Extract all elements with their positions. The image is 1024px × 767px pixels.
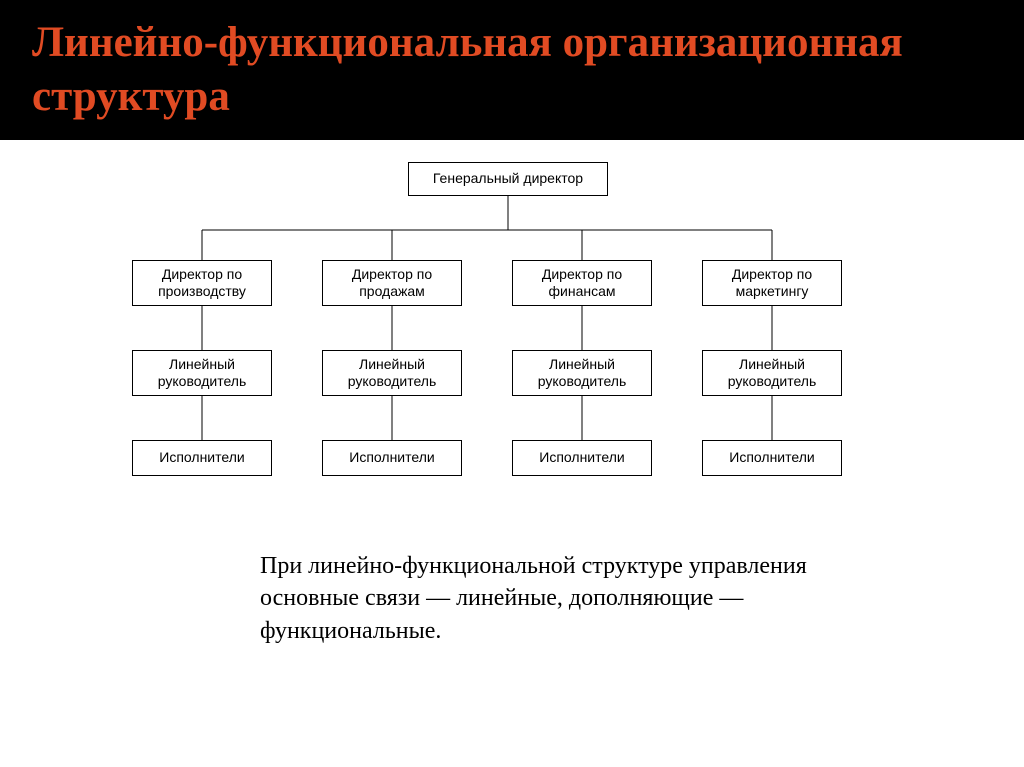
node-e1: Исполнители bbox=[132, 440, 272, 476]
node-d1: Директор по производству bbox=[132, 260, 272, 306]
node-m1: Линейный руководитель bbox=[132, 350, 272, 396]
node-e3: Исполнители bbox=[512, 440, 652, 476]
slide-title: Линейно-функциональная организационная с… bbox=[32, 16, 992, 124]
node-d2: Директор по продажам bbox=[322, 260, 462, 306]
node-m3: Линейный руководитель bbox=[512, 350, 652, 396]
title-bar: Линейно-функциональная организационная с… bbox=[0, 0, 1024, 140]
caption-area: При линейно-функциональной структуре упр… bbox=[0, 510, 1024, 647]
caption-text: При линейно-функциональной структуре упр… bbox=[260, 550, 860, 647]
node-e4: Исполнители bbox=[702, 440, 842, 476]
node-m2: Линейный руководитель bbox=[322, 350, 462, 396]
node-d3: Директор по финансам bbox=[512, 260, 652, 306]
node-e2: Исполнители bbox=[322, 440, 462, 476]
org-chart: Генеральный директор Директор по производ… bbox=[0, 140, 1024, 510]
node-d4: Директор по маркетингу bbox=[702, 260, 842, 306]
node-root: Генеральный директор bbox=[408, 162, 608, 196]
node-m4: Линейный руководитель bbox=[702, 350, 842, 396]
